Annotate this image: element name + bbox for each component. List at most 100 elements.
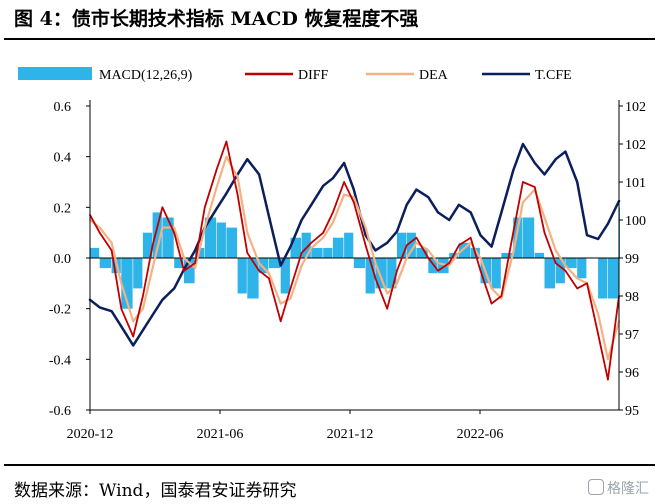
dea-line-point — [151, 267, 154, 269]
diff-line-point — [151, 244, 154, 247]
diff-line-point — [576, 287, 578, 290]
diff-line-point — [246, 252, 249, 254]
dea-line-point — [479, 257, 482, 259]
macd-bar — [90, 247, 100, 258]
diff-line-point — [500, 295, 503, 297]
macd-bar — [142, 232, 153, 258]
diff-line-point — [353, 201, 355, 204]
dea-line-point — [564, 264, 567, 267]
tcfe-line-point — [490, 245, 493, 248]
macd-bar — [534, 252, 544, 258]
macd-bar — [184, 258, 195, 284]
diff-line-point — [405, 244, 408, 247]
dea-line-point — [343, 193, 345, 196]
dea-line-point — [554, 249, 557, 252]
tcfe-line-point — [343, 162, 345, 164]
dea-line-point — [386, 292, 389, 295]
left-tick-label: 0.6 — [54, 100, 72, 115]
dea-line-point — [374, 262, 377, 264]
tcfe-line-point — [405, 204, 408, 206]
dea-line-point — [300, 264, 303, 267]
legend: MACD(12,26,9) DIFF DEA T.CFE — [18, 67, 572, 83]
diff-line-point — [225, 140, 228, 143]
diff-line-point — [204, 206, 206, 209]
dea-line-point — [161, 226, 164, 229]
tcfe-line-point — [258, 173, 260, 176]
diff-line-point — [268, 277, 270, 280]
dea-line-point — [512, 252, 514, 254]
dea-line-point — [310, 247, 313, 249]
dea-line-point — [469, 242, 472, 244]
macd-bar — [268, 258, 281, 269]
macd-bar — [491, 258, 501, 289]
tcfe-line-point — [427, 196, 430, 198]
tcfe-line-point — [534, 162, 536, 164]
tcfe-line-point — [597, 238, 599, 240]
tcfe-line-point — [120, 325, 123, 328]
diff-line-point — [310, 242, 313, 244]
diff-line-point — [161, 206, 164, 209]
tcfe-line-point — [132, 344, 134, 347]
source-note: 数据来源：Wind，国泰君安证券研究 — [14, 481, 297, 501]
right-tick-label: 98 — [625, 290, 639, 305]
macd-bar — [428, 258, 438, 274]
figure-title: 图 4：债市长期技术指标 MACD 恢复程度不强 — [14, 8, 419, 30]
tcfe-line-point — [415, 188, 418, 191]
macd-bar — [226, 227, 237, 258]
tcfe-line-point — [161, 299, 164, 301]
diff-line-point — [458, 244, 460, 247]
diff-line-point — [279, 320, 282, 323]
diff-line-point — [364, 244, 367, 247]
diff-line-point — [479, 269, 482, 272]
dea-line-point — [437, 262, 439, 264]
macd-bar — [280, 258, 290, 294]
tcfe-line-point — [576, 181, 578, 183]
left-tick-label: 0.2 — [54, 201, 72, 216]
x-tick-label: 2021-12 — [327, 427, 374, 442]
tcfe-line-point — [522, 143, 524, 145]
diff-line-point — [343, 181, 345, 183]
diff-line-point — [415, 236, 418, 239]
dea-line-point — [522, 201, 524, 204]
diff-line-point — [215, 168, 218, 171]
watermark-logo-icon — [588, 479, 604, 495]
diff-line-point — [386, 307, 389, 310]
tcfe-line-point — [437, 211, 439, 214]
left-tick-label: -0.2 — [49, 303, 71, 318]
macd-bar — [162, 217, 174, 258]
macd-bar — [458, 242, 471, 258]
diff-line-point — [173, 231, 175, 234]
macd-bar — [174, 258, 184, 269]
macd-bar — [544, 258, 556, 289]
dea-line-point — [364, 226, 367, 229]
macd-bar — [301, 232, 311, 258]
macd-bar — [406, 232, 416, 258]
macd-bar — [152, 212, 162, 258]
macd-bar — [416, 247, 428, 258]
macd-bar — [397, 232, 407, 258]
dea-line-point — [120, 282, 123, 285]
tcfe-line-point — [225, 192, 228, 195]
tcfe-line-point — [194, 249, 196, 252]
tcfe-line-point — [586, 234, 588, 236]
diff-line-point — [437, 269, 439, 272]
dea-line-point — [353, 196, 355, 198]
title-rule — [4, 38, 655, 40]
plot-area — [88, 140, 621, 381]
dea-line-point — [576, 277, 578, 280]
diff-line-point — [289, 287, 292, 290]
diff-line-point — [522, 181, 524, 183]
legend-label: DEA — [419, 68, 449, 83]
right-tick-label: 99 — [625, 252, 639, 267]
diff-line-point — [120, 307, 123, 310]
dea-line-point — [183, 257, 185, 259]
tcfe-line-point — [396, 230, 398, 233]
diff-line-point — [374, 277, 377, 280]
macd-bar — [577, 258, 587, 279]
macd-bar — [332, 237, 344, 258]
dea-line-point — [427, 249, 430, 252]
dea-line-point — [448, 264, 451, 267]
diff-line-point — [469, 236, 472, 239]
dea-line-point — [246, 231, 249, 234]
right-tick-label: 97 — [625, 328, 639, 343]
